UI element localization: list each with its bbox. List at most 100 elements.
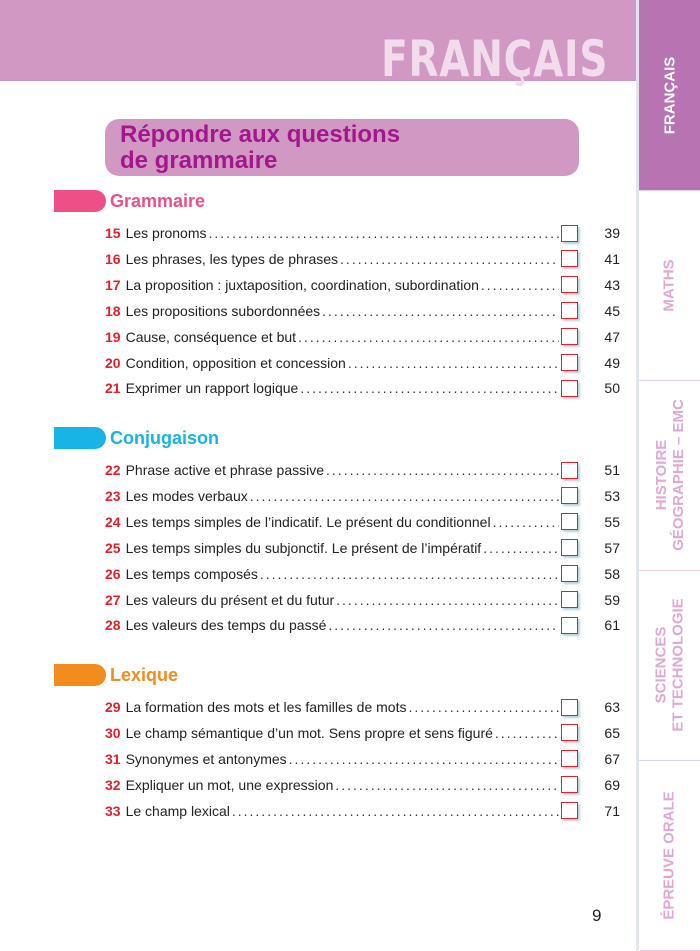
entry-title: Le champ sémantique d’un mot. Sens propr…: [125, 724, 493, 741]
entry-number: 23: [105, 487, 121, 504]
section-marker: [54, 664, 106, 686]
checkbox[interactable]: [561, 487, 578, 505]
tab-label: MATHS: [661, 258, 678, 312]
entry-title: Exprimer un rapport logique: [125, 380, 299, 397]
entry-title: Expliquer un mot, une expression: [125, 776, 334, 793]
entry-page: 41: [604, 250, 620, 267]
dot-leader: [493, 514, 559, 530]
entry-page: 58: [604, 565, 620, 582]
tab-label: ÉPREUVE ORALE: [661, 790, 679, 920]
chapter-header: Répondre aux questions de grammaire: [105, 119, 579, 176]
checkbox[interactable]: [561, 276, 578, 294]
entry-title: Les pronoms: [125, 225, 207, 241]
checkbox[interactable]: [561, 565, 578, 583]
entry-number: 17: [105, 276, 121, 293]
entry-title: Les valeurs du présent et du futur: [125, 591, 335, 608]
checkbox[interactable]: [561, 616, 578, 634]
tab-sciences[interactable]: SCIENCES ET TECHNOLOGIE: [639, 570, 700, 761]
page-number: 9: [592, 906, 602, 925]
entry-title: Les valeurs des temps du passé: [125, 617, 327, 634]
tab-epreuveorale[interactable]: ÉPREUVE ORALE: [639, 760, 700, 951]
tab-maths[interactable]: MATHS: [639, 190, 700, 381]
checkbox[interactable]: [561, 379, 578, 397]
entry-page: 50: [604, 380, 620, 397]
subject-title: FRANÇAIS: [380, 30, 608, 88]
checkbox[interactable]: [561, 354, 578, 371]
entry-number: 19: [105, 328, 121, 345]
checkbox[interactable]: [561, 698, 578, 716]
toc-entry[interactable]: 24 Les temps simples de l’indicatif. Le p…: [105, 512, 620, 532]
checkbox[interactable]: [561, 724, 578, 742]
dot-leader: [408, 699, 559, 715]
checkbox[interactable]: [561, 224, 578, 242]
toc-entry[interactable]: 25 Les temps simples du subjonctif. Le pr…: [105, 538, 620, 558]
entry-number: 21: [105, 380, 121, 397]
toc-entry[interactable]: 30 Le champ sémantique d’un mot. Sens pro…: [105, 723, 620, 743]
entry-number: 26: [105, 565, 121, 582]
dot-leader: [300, 380, 559, 396]
toc-entry[interactable]: 29 La formation des mots et les familles …: [105, 697, 620, 717]
checkbox[interactable]: [561, 250, 578, 268]
tab-label: FRANÇAIS: [661, 56, 678, 134]
entry-page: 45: [604, 302, 620, 319]
entry-page: 49: [604, 354, 620, 371]
entry-title: Phrase active et phrase passive: [125, 462, 325, 478]
entry-title: Les temps simples de l’indicatif. Le pré…: [125, 513, 491, 530]
entry-number: 20: [105, 354, 121, 371]
checkbox[interactable]: [561, 750, 578, 768]
entry-number: 24: [105, 513, 121, 530]
checkbox[interactable]: [561, 302, 578, 320]
entry-title: La proposition : juxtaposition, coordina…: [125, 276, 479, 293]
dot-leader: [209, 225, 559, 241]
dot-leader: [328, 617, 559, 633]
section-marker: [54, 190, 106, 212]
entry-title: Le champ lexical: [125, 802, 230, 819]
checkbox[interactable]: [561, 513, 578, 531]
dot-leader: [483, 540, 559, 556]
tab-francais[interactable]: FRANÇAIS: [639, 0, 700, 191]
entry-page: 39: [604, 225, 620, 241]
entry-title: Condition, opposition et concession: [125, 354, 346, 371]
section-title: Conjugaison: [110, 428, 219, 448]
checkbox[interactable]: [561, 591, 578, 608]
checkbox[interactable]: [561, 539, 578, 557]
checkbox[interactable]: [561, 802, 578, 820]
entry-number: 33: [105, 802, 121, 819]
entry-title: Les modes verbaux: [125, 487, 248, 504]
entry-page: 43: [604, 276, 620, 293]
entry-title: Les temps simples du subjonctif. Le prés…: [125, 539, 482, 556]
entry-page: 51: [604, 462, 620, 478]
dot-leader: [250, 488, 559, 504]
tab-histoire[interactable]: HISTOIRE GÉOGRAPHIE – EMC: [639, 380, 700, 571]
checkbox[interactable]: [561, 328, 578, 346]
toc-entry[interactable]: 17 La proposition : juxtaposition, coordi…: [105, 275, 620, 295]
dot-leader: [348, 355, 559, 371]
dot-leader: [260, 566, 559, 582]
dot-leader: [289, 751, 559, 767]
entry-title: Synonymes et antonymes: [125, 750, 287, 767]
dot-leader: [298, 329, 559, 345]
checkbox[interactable]: [561, 776, 578, 794]
dot-leader: [232, 803, 559, 819]
subject-tabs: FRANÇAIS MATHS HISTOIRE GÉOGRAPHIE – EMC SC…: [636, 0, 700, 951]
section-marker: [54, 427, 106, 449]
entry-page: 67: [604, 750, 620, 767]
dot-leader: [322, 303, 559, 319]
entry-title: Les propositions subordonnées: [125, 302, 321, 319]
checkbox[interactable]: [561, 461, 578, 479]
entry-title: Les temps composés: [125, 565, 258, 582]
